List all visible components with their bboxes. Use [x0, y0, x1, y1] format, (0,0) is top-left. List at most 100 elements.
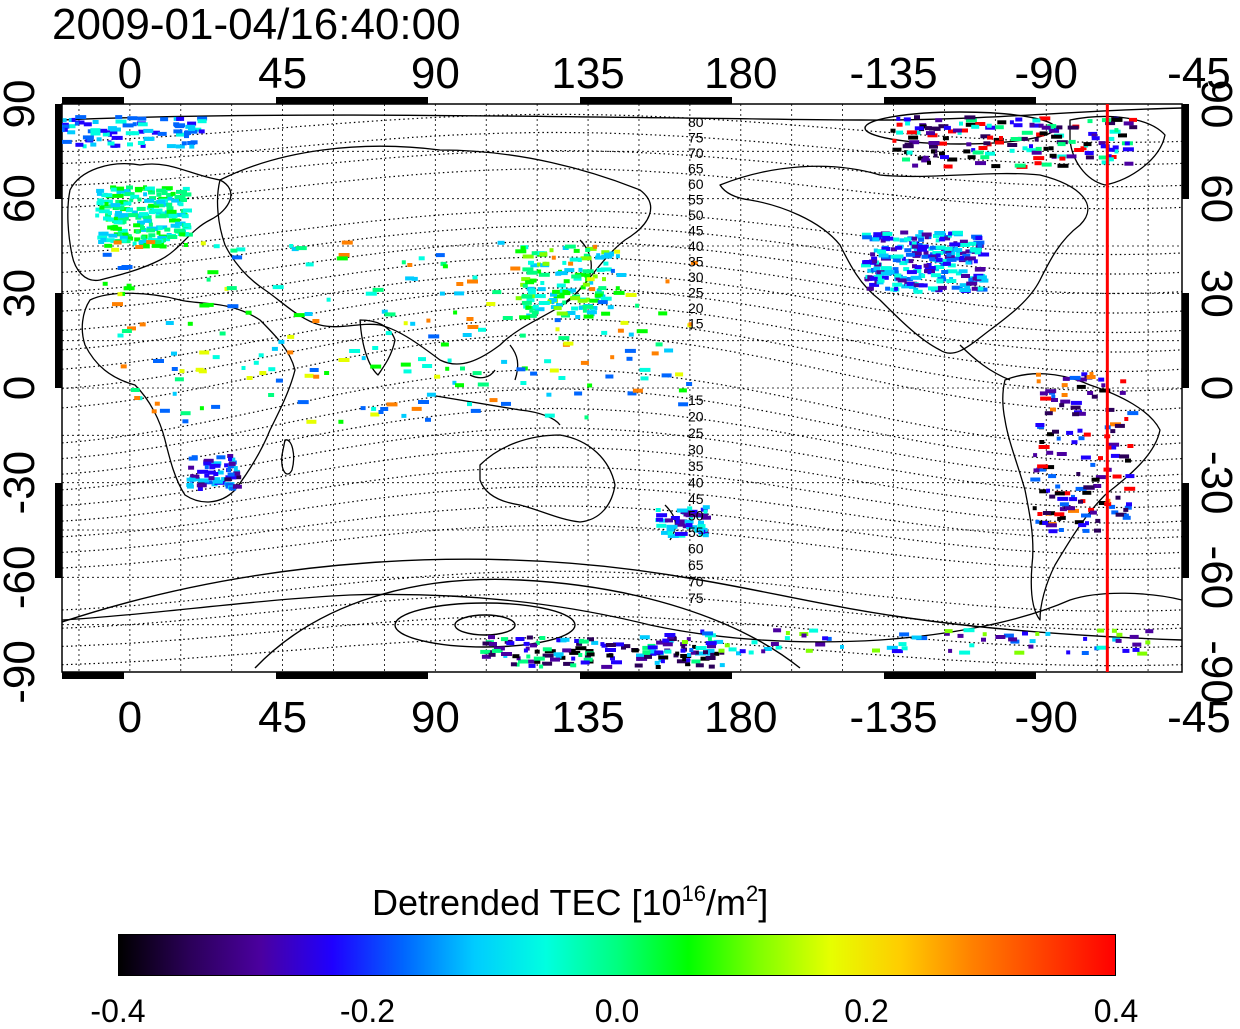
tec-point [898, 642, 907, 647]
tec-point [1098, 501, 1107, 505]
tec-point [899, 238, 908, 243]
tec-point [869, 259, 878, 264]
tec-point [157, 235, 167, 240]
tec-point [993, 137, 1004, 142]
tec-point [182, 186, 190, 191]
tec-point [202, 302, 214, 307]
tec-point [472, 371, 482, 376]
tec-point [515, 296, 522, 301]
tec-point [894, 286, 899, 291]
tec-point [137, 220, 145, 225]
magnetic-pole-contours [62, 107, 1182, 669]
tec-point [621, 644, 631, 649]
tec-point [198, 478, 210, 483]
tec-point [137, 116, 147, 121]
tec-point [110, 226, 115, 231]
tec-point [136, 206, 146, 211]
tec-point [937, 285, 947, 290]
tec-point [146, 228, 156, 233]
contour-label: 70 [688, 145, 704, 161]
tec-point [190, 129, 198, 134]
tec-point [184, 243, 188, 247]
tec-point [1113, 117, 1123, 122]
tec-point [112, 224, 118, 229]
tec-point [447, 358, 452, 363]
tec-point [227, 472, 235, 477]
tec-point [470, 408, 481, 413]
tec-point [525, 280, 535, 285]
tec-point [183, 223, 191, 228]
tec-point [520, 381, 527, 385]
tec-point [656, 523, 667, 528]
tec-point [576, 641, 583, 646]
tec-point [1137, 651, 1148, 656]
tec-point [1049, 511, 1056, 516]
tec-point [539, 636, 546, 640]
tec-point [601, 311, 611, 316]
tec-point [1041, 162, 1052, 167]
tec-point [188, 127, 195, 132]
tec-point [728, 647, 737, 652]
tec-point [632, 388, 643, 393]
tec-point [186, 477, 196, 482]
tec-point [154, 240, 162, 245]
tec-point [124, 192, 135, 197]
tec-point [1069, 375, 1081, 380]
tec-point [534, 294, 546, 299]
tec-point [143, 192, 148, 197]
tec-point [688, 509, 698, 514]
tec-point [309, 368, 319, 372]
tec-point [569, 650, 581, 655]
tec-point [380, 407, 389, 411]
tec-point [550, 657, 560, 662]
tec-point [1010, 137, 1022, 141]
tec-point [1115, 495, 1121, 500]
tec-point [586, 277, 595, 282]
tec-point [921, 232, 932, 237]
tec-point [675, 531, 683, 536]
tec-point [1124, 486, 1136, 491]
tec-point [687, 506, 693, 511]
tec-point [480, 649, 491, 654]
tec-point [119, 189, 130, 194]
tec-point [217, 470, 224, 475]
tec-point [951, 285, 963, 290]
tec-point [1049, 153, 1057, 158]
tec-point [903, 117, 911, 122]
tec-point [1010, 639, 1020, 644]
tec-point [557, 638, 567, 643]
tec-point [336, 256, 348, 261]
tec-point [584, 273, 591, 278]
tec-point [529, 308, 534, 313]
tec-point [139, 322, 146, 327]
tec-point [959, 243, 970, 247]
tec-point [703, 650, 708, 655]
tec-point [1059, 507, 1067, 512]
tec-point [655, 508, 661, 512]
tec-point [911, 635, 922, 640]
tec-point [181, 141, 187, 146]
tec-point [113, 205, 125, 210]
tec-point [1029, 144, 1033, 149]
tec-point [1040, 396, 1052, 401]
tec-point [555, 654, 562, 659]
tec-point [197, 487, 203, 491]
tec-point [486, 302, 496, 306]
tec-point [134, 396, 141, 400]
tec-point [1111, 510, 1119, 515]
tec-point [971, 247, 982, 252]
tec-point [129, 198, 134, 203]
tec-point [884, 270, 895, 274]
tec-point [686, 525, 698, 530]
tec-point [167, 214, 178, 219]
tec-point [886, 645, 898, 650]
tec-point [117, 228, 128, 233]
tec-point [596, 267, 605, 272]
tec-point [102, 199, 113, 204]
tec-point [904, 277, 913, 282]
tec-point [326, 297, 331, 302]
tec-point [943, 125, 951, 130]
tec-point [1013, 123, 1023, 128]
tec-point [966, 142, 972, 147]
tec-point [703, 509, 708, 514]
